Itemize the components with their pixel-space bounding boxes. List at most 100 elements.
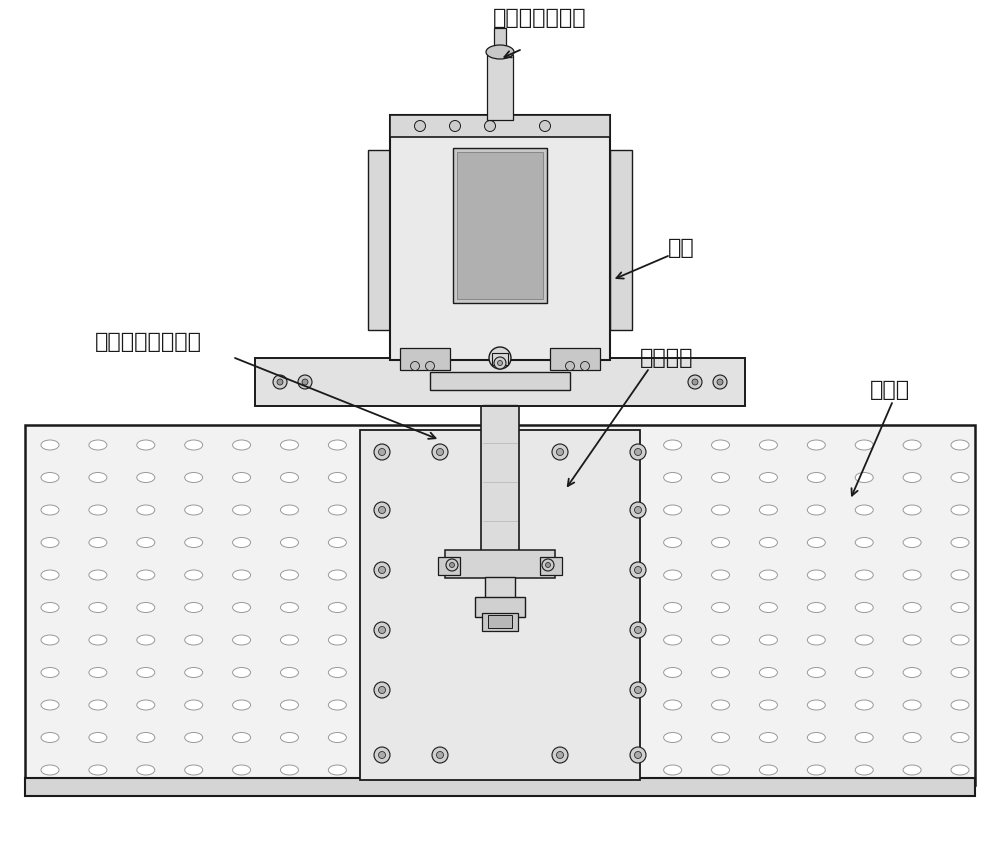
Ellipse shape [280, 505, 298, 515]
Bar [475, 597, 525, 617]
Ellipse shape [664, 765, 682, 775]
Bar [482, 613, 518, 631]
Ellipse shape [280, 473, 298, 483]
Ellipse shape [89, 733, 107, 743]
Ellipse shape [807, 668, 825, 678]
Ellipse shape [903, 537, 921, 547]
Ellipse shape [664, 668, 682, 678]
Ellipse shape [233, 570, 251, 580]
Ellipse shape [328, 700, 346, 710]
Ellipse shape [185, 733, 203, 743]
Ellipse shape [712, 733, 730, 743]
Ellipse shape [712, 635, 730, 645]
Ellipse shape [635, 506, 642, 514]
Ellipse shape [951, 537, 969, 547]
Ellipse shape [903, 505, 921, 515]
Ellipse shape [378, 752, 386, 759]
Bar [485, 577, 515, 599]
Ellipse shape [807, 700, 825, 710]
Ellipse shape [233, 602, 251, 612]
Ellipse shape [712, 473, 730, 483]
Ellipse shape [807, 765, 825, 775]
Ellipse shape [855, 668, 873, 678]
Ellipse shape [185, 440, 203, 450]
Ellipse shape [328, 440, 346, 450]
Ellipse shape [328, 602, 346, 612]
Ellipse shape [185, 668, 203, 678]
Ellipse shape [951, 733, 969, 743]
Ellipse shape [280, 440, 298, 450]
Ellipse shape [664, 602, 682, 612]
Ellipse shape [759, 570, 777, 580]
Ellipse shape [233, 700, 251, 710]
Ellipse shape [712, 765, 730, 775]
Ellipse shape [903, 668, 921, 678]
Ellipse shape [374, 562, 390, 578]
Ellipse shape [137, 668, 155, 678]
Ellipse shape [450, 563, 454, 568]
Bar [540, 557, 562, 575]
Ellipse shape [378, 567, 386, 574]
Ellipse shape [630, 747, 646, 763]
Ellipse shape [807, 537, 825, 547]
Ellipse shape [436, 448, 444, 456]
Ellipse shape [89, 602, 107, 612]
Bar [445, 550, 555, 578]
Ellipse shape [374, 622, 390, 638]
Ellipse shape [664, 537, 682, 547]
Ellipse shape [630, 502, 646, 518]
Ellipse shape [280, 668, 298, 678]
Ellipse shape [378, 686, 386, 694]
Ellipse shape [903, 602, 921, 612]
Ellipse shape [635, 686, 642, 694]
Bar [457, 152, 543, 299]
Ellipse shape [489, 347, 511, 369]
Ellipse shape [233, 765, 251, 775]
Ellipse shape [552, 747, 568, 763]
Ellipse shape [903, 765, 921, 775]
Ellipse shape [542, 559, 554, 571]
Ellipse shape [903, 473, 921, 483]
Ellipse shape [137, 473, 155, 483]
Ellipse shape [374, 747, 390, 763]
Ellipse shape [280, 537, 298, 547]
Ellipse shape [717, 379, 723, 385]
Ellipse shape [89, 473, 107, 483]
Ellipse shape [903, 570, 921, 580]
Ellipse shape [635, 448, 642, 456]
Ellipse shape [807, 440, 825, 450]
Ellipse shape [89, 635, 107, 645]
Ellipse shape [233, 668, 251, 678]
Ellipse shape [807, 733, 825, 743]
Ellipse shape [374, 502, 390, 518]
Ellipse shape [556, 448, 564, 456]
Bar [494, 28, 506, 56]
Ellipse shape [807, 602, 825, 612]
Ellipse shape [759, 440, 777, 450]
Ellipse shape [903, 700, 921, 710]
Ellipse shape [137, 765, 155, 775]
Ellipse shape [185, 505, 203, 515]
Ellipse shape [855, 733, 873, 743]
Ellipse shape [855, 635, 873, 645]
Ellipse shape [41, 473, 59, 483]
Bar [488, 615, 512, 628]
Ellipse shape [664, 733, 682, 743]
Ellipse shape [280, 602, 298, 612]
Ellipse shape [41, 668, 59, 678]
Text: 减振台: 减振台 [870, 380, 910, 400]
Ellipse shape [759, 602, 777, 612]
Ellipse shape [374, 682, 390, 698]
Ellipse shape [277, 379, 283, 385]
Ellipse shape [328, 537, 346, 547]
Ellipse shape [855, 570, 873, 580]
Ellipse shape [951, 473, 969, 483]
Ellipse shape [185, 700, 203, 710]
Ellipse shape [378, 627, 386, 633]
Ellipse shape [137, 537, 155, 547]
Ellipse shape [298, 375, 312, 389]
Text: 负载: 负载 [668, 238, 695, 258]
Bar [368, 150, 390, 330]
Bar [610, 150, 632, 330]
Ellipse shape [280, 700, 298, 710]
